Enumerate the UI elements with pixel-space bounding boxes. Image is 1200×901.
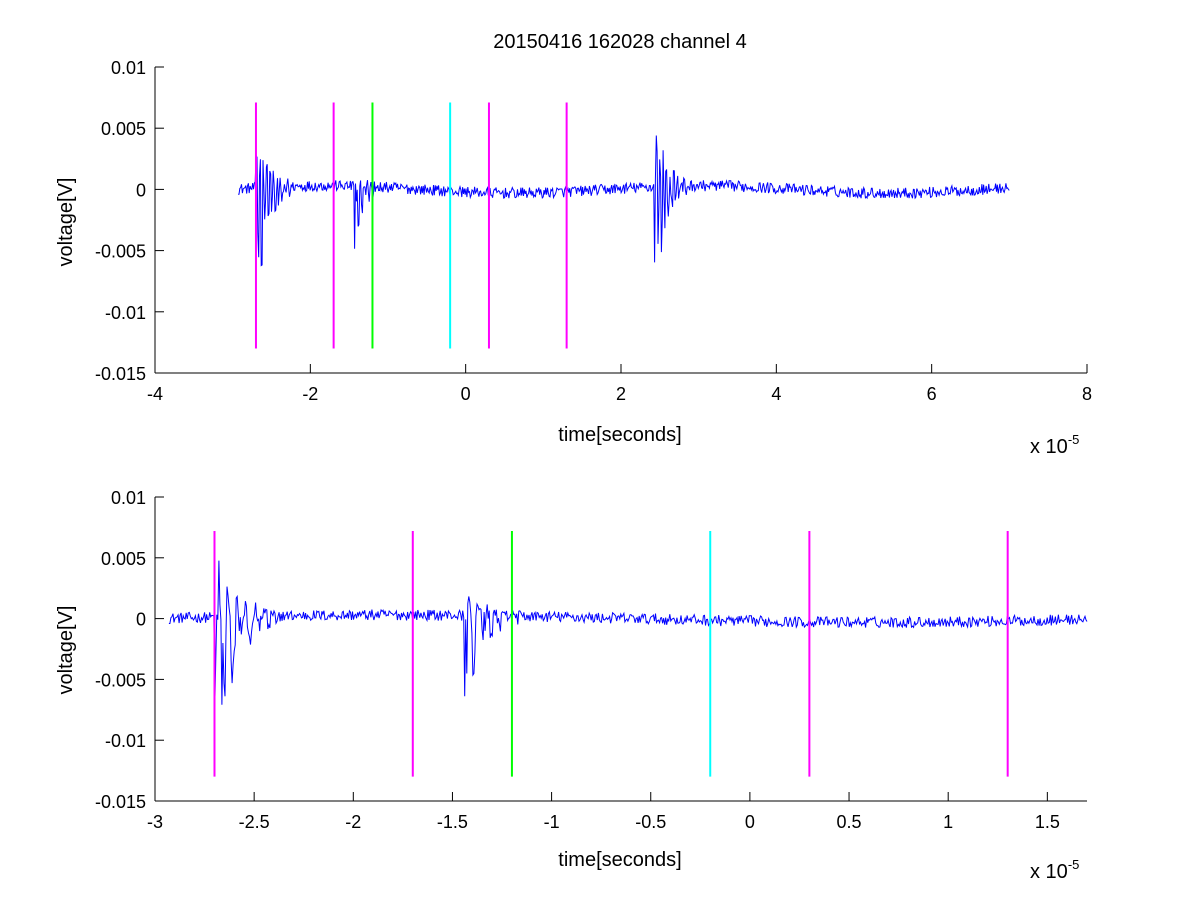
bottom-x-tick-label: -1: [544, 812, 560, 832]
top-y-axis-label: voltage[V]: [55, 178, 77, 267]
chart-title: 20150416 162028 channel 4: [493, 31, 747, 53]
top-y-tick-label: 0.01: [111, 58, 146, 78]
top-x-axis-label: time[seconds]: [558, 424, 681, 446]
top-y-tick-label: -0.01: [105, 303, 146, 323]
bottom-y-axis-label: voltage[V]: [55, 606, 77, 695]
bottom-x-tick-label: 0.5: [837, 812, 862, 832]
top-x-tick-label: 6: [927, 384, 937, 404]
top-x-tick-label: 2: [616, 384, 626, 404]
bottom-subplot: -3 -2.5 -2 -1.5 -1 -0.5 0 0.5 1 1.5 0.01 0.005 0 -0.0…: [95, 488, 1088, 832]
bottom-x-tick-label: 0: [745, 812, 755, 832]
bottom-y-tick-label: -0.015: [95, 792, 146, 812]
bottom-y-tick-label: 0.005: [101, 549, 146, 569]
bottom-signal-trace: [168, 560, 1088, 707]
bottom-x-tick-label: -2.5: [239, 812, 270, 832]
bottom-x-tick-label: -1.5: [437, 812, 468, 832]
bottom-x-axis-label: time[seconds]: [558, 849, 681, 871]
top-y-tick-label: -0.005: [95, 242, 146, 262]
top-y-tick-label: -0.015: [95, 364, 146, 384]
top-subplot: -4 -2 0 2 4 6 8 0.01 0.005 0 -0.005 -0.01 -0.015: [95, 58, 1092, 404]
bottom-y-tick-label: -0.005: [95, 670, 146, 690]
top-x-tick-label: 4: [771, 384, 781, 404]
top-y-tick-label: 0.005: [101, 119, 146, 139]
bottom-y-tick-label: 0: [136, 610, 146, 630]
top-x-tick-label: 8: [1082, 384, 1092, 404]
top-signal-trace: [238, 135, 1010, 267]
bottom-y-tick-label: -0.01: [105, 731, 146, 751]
bottom-y-tick-label: 0.01: [111, 488, 146, 508]
top-x-tick-label: -4: [147, 384, 163, 404]
bottom-x-tick-label: -0.5: [635, 812, 666, 832]
bottom-x-exponent: x 10-5: [1030, 857, 1079, 883]
top-x-tick-label: 0: [461, 384, 471, 404]
bottom-x-tick-label: 1: [943, 812, 953, 832]
bottom-x-tick-label: 1.5: [1035, 812, 1060, 832]
top-x-exponent: x 10-5: [1030, 432, 1079, 458]
top-x-tick-label: -2: [302, 384, 318, 404]
bottom-x-tick-label: -3: [147, 812, 163, 832]
bottom-x-tick-label: -2: [345, 812, 361, 832]
top-y-tick-label: 0: [136, 180, 146, 200]
